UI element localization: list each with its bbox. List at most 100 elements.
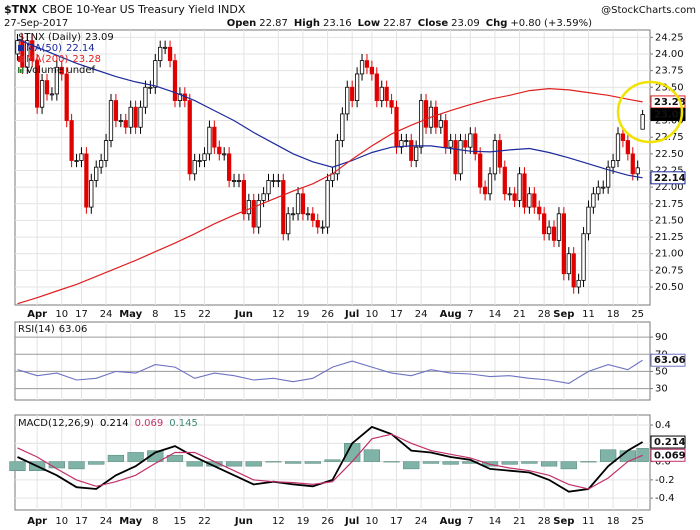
x-tick-label: 14 [489, 309, 502, 320]
candle-body [478, 153, 483, 188]
x-tick-label: 25 [631, 516, 644, 527]
y-tick-label: 0.4 [655, 420, 671, 431]
candle-body [615, 133, 621, 161]
histogram-bar [284, 461, 302, 464]
candle-body [212, 126, 217, 148]
candle-body [542, 213, 547, 235]
quote-value: 22.87 [383, 18, 412, 29]
x-tick-label: 14 [489, 516, 502, 527]
histogram-bar [600, 449, 617, 462]
histogram-bar [9, 461, 26, 471]
candle-body [172, 60, 178, 101]
candle-body [74, 160, 79, 162]
quote-label: Close [418, 18, 449, 29]
candle-body [635, 167, 640, 175]
legend-swatch [18, 45, 24, 51]
candle-body [556, 213, 562, 241]
candle-body [25, 40, 30, 68]
x-tick-label: Sep [553, 309, 574, 320]
x-tick-label: 24 [415, 309, 428, 320]
y-tick-label: 21.25 [655, 232, 684, 243]
candle-body [502, 166, 507, 195]
candle-body [143, 86, 148, 108]
legend-value: 0.145 [169, 418, 198, 429]
candle-body [30, 40, 35, 62]
candle-body [497, 140, 502, 168]
quote-label: Open [227, 18, 257, 29]
histogram-bar [68, 461, 85, 470]
candle-body [596, 186, 601, 195]
y-tick-label: 21.50 [655, 215, 684, 226]
x-tick-label: May [119, 309, 142, 320]
y-tick-label: -0.2 [655, 475, 675, 486]
candle-body [236, 180, 242, 182]
candle-body [295, 193, 301, 215]
legend-name: MA(200) [26, 54, 68, 65]
candle-body [227, 153, 232, 181]
candle-body [610, 160, 616, 168]
value-box-label: 0.214 [654, 437, 686, 448]
chart-title: CBOE 10-Year US Treasury Yield INDX [42, 3, 246, 16]
x-tick-label: 24 [415, 516, 428, 527]
legend-value: 63.06 [59, 324, 88, 335]
value-box [650, 171, 686, 185]
candle-body [231, 180, 237, 182]
candle-body [261, 193, 266, 201]
candle-body [453, 140, 458, 175]
legend-entry: MA(200) 23.28 [26, 54, 101, 65]
candle-body [625, 140, 630, 155]
y-tick-label: 21.75 [655, 199, 684, 210]
candle-body [566, 253, 571, 275]
candle-body [522, 173, 527, 208]
y-tick-label: 24.25 [655, 32, 684, 43]
candle-body [246, 200, 251, 215]
candle-body [222, 153, 227, 156]
candle-body [394, 106, 399, 148]
candle-body [581, 233, 586, 281]
legend-name: MA(50) [26, 43, 62, 54]
candle-body [217, 146, 222, 155]
histogram-bar [363, 449, 381, 462]
histogram-bar [324, 459, 341, 462]
x-tick-label: Apr [27, 309, 47, 320]
histogram-bar [560, 461, 577, 470]
candle-body [315, 220, 320, 228]
candle-body [128, 106, 133, 128]
y-tick-label: 22.00 [655, 182, 684, 193]
histogram-bar [636, 448, 649, 462]
x-tick-label: 10 [55, 309, 68, 320]
candle-body [49, 93, 55, 96]
symbol: $TNX [4, 3, 37, 16]
candle-body [359, 60, 365, 75]
histogram-bar [540, 461, 558, 467]
value-box-label: 0.069 [654, 450, 686, 461]
candle-body [241, 180, 247, 215]
x-tick-label: 12 [272, 516, 285, 527]
x-tick-label: 26 [321, 309, 334, 320]
candle-body [108, 100, 114, 141]
quote: Open 22.87 High 23.16 Low 22.87 Close 23.09 Chg +… [227, 18, 592, 29]
x-tick-label: 10 [366, 516, 379, 527]
legend-swatch [22, 67, 24, 73]
x-tick-label: 17 [390, 309, 403, 320]
candle-body [138, 106, 143, 128]
candle-body [64, 73, 69, 121]
candle-body [20, 40, 25, 68]
indicator-line [17, 359, 643, 384]
legend-entry: RSI(14) 63.06 [18, 324, 87, 335]
quote-label: Chg [486, 18, 508, 29]
candle-body [512, 193, 517, 201]
x-tick-label: 24 [100, 309, 113, 320]
candle-body [158, 46, 163, 62]
x-tick-label: Aug [440, 309, 462, 320]
y-tick-label: -0.4 [655, 493, 675, 504]
candle-body [591, 193, 596, 208]
histogram-bar [186, 461, 203, 467]
legend-entry: MA(50) 22.14 [26, 43, 95, 54]
histogram-bar [265, 461, 282, 463]
candle-body [374, 73, 379, 101]
candle-body [551, 226, 557, 241]
candle-body [463, 140, 468, 148]
legend-entry: $TNX (Daily) 23.09 [18, 32, 114, 43]
histogram-bar [245, 461, 262, 467]
